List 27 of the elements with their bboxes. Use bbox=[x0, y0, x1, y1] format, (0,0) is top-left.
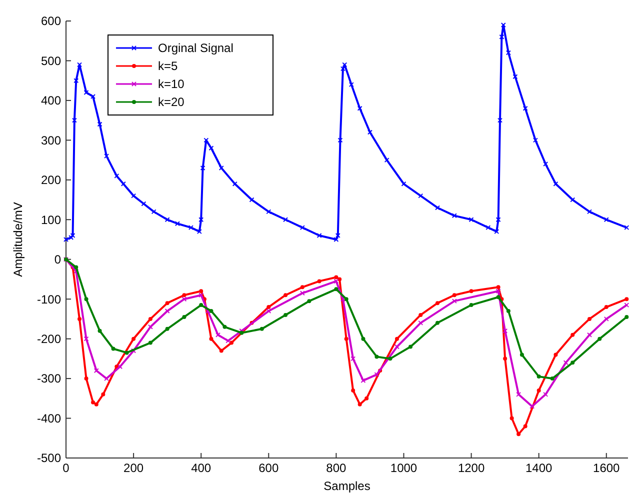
y-tick-label: 300 bbox=[40, 133, 62, 148]
x-tick-label: 1000 bbox=[390, 461, 418, 475]
x-tick-label: 800 bbox=[326, 461, 347, 475]
legend-label: k=10 bbox=[158, 77, 185, 92]
x-tick-label: 1400 bbox=[525, 461, 553, 475]
legend-label: Orginal Signal bbox=[158, 41, 234, 56]
y-tick-label: -500 bbox=[36, 451, 62, 466]
x-tick-label: 200 bbox=[124, 461, 144, 475]
legend-label: k=20 bbox=[158, 95, 185, 110]
y-tick-label: 500 bbox=[40, 54, 62, 68]
y-tick-label: 400 bbox=[40, 94, 62, 108]
x-axis-title: Samples bbox=[324, 479, 370, 493]
y-axis-title: Amplitude/mV bbox=[11, 202, 25, 277]
x-tick-label: 600 bbox=[258, 461, 279, 475]
y-tick-label: -200 bbox=[36, 332, 62, 346]
y-tick-label: 200 bbox=[40, 173, 62, 188]
legend-label: k=5 bbox=[158, 59, 178, 74]
x-tick-label: 0 bbox=[62, 461, 70, 475]
y-tick-label: -400 bbox=[36, 411, 62, 426]
y-tick-label: -300 bbox=[36, 372, 62, 386]
x-tick-label: 1600 bbox=[593, 461, 620, 475]
y-tick-label: 100 bbox=[40, 212, 62, 227]
x-tick-label: 1200 bbox=[458, 461, 485, 475]
y-tick-label: 0 bbox=[54, 252, 62, 267]
y-tick-label: -100 bbox=[36, 292, 62, 306]
x-tick-label: 400 bbox=[191, 461, 212, 475]
y-tick-label: 600 bbox=[40, 14, 62, 28]
